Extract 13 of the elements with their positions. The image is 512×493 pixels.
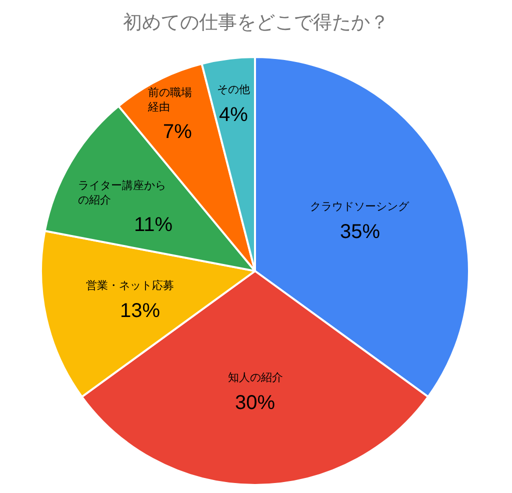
slice-label: クラウドソーシング bbox=[310, 201, 410, 213]
data-label: 35% bbox=[340, 221, 380, 243]
data-label: 30% bbox=[235, 392, 276, 414]
data-label: 4% bbox=[219, 104, 248, 126]
slice-label: 知人の紹介 bbox=[228, 372, 283, 384]
slice-label: 前の職場経由 bbox=[147, 86, 192, 114]
slice-label: ライター講座からの紹介 bbox=[78, 179, 166, 206]
slice-label: その他 bbox=[217, 84, 250, 96]
data-label: 7% bbox=[163, 121, 192, 143]
slice-label: 営業・ネット応募 bbox=[86, 279, 174, 292]
data-label: 13% bbox=[120, 300, 160, 322]
data-label: 11% bbox=[134, 214, 173, 236]
chart-title: 初めての仕事をどこで得たか？ bbox=[123, 12, 389, 34]
